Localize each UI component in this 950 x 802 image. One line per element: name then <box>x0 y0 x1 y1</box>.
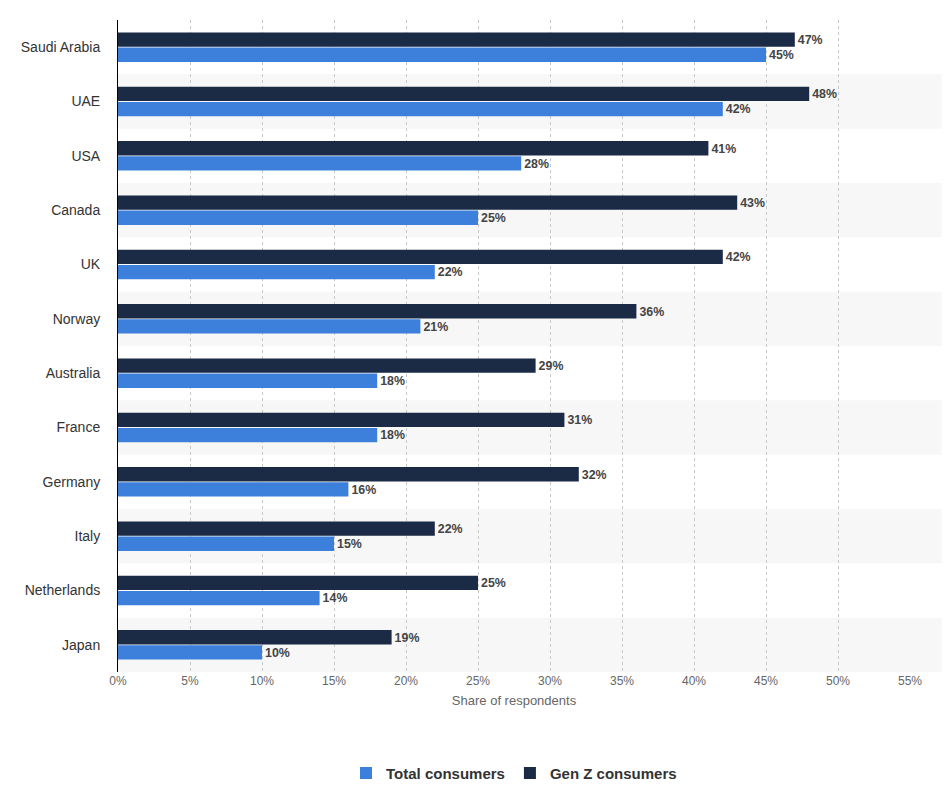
svg-text:14%: 14% <box>323 591 348 605</box>
svg-text:45%: 45% <box>754 674 778 688</box>
svg-text:28%: 28% <box>524 157 549 171</box>
svg-text:22%: 22% <box>438 522 463 536</box>
svg-text:35%: 35% <box>610 674 634 688</box>
svg-text:42%: 42% <box>726 250 751 264</box>
svg-text:Canada: Canada <box>51 202 100 218</box>
svg-text:UK: UK <box>81 256 101 272</box>
svg-text:25%: 25% <box>481 211 506 225</box>
svg-text:48%: 48% <box>812 87 837 101</box>
svg-text:55%: 55% <box>898 674 922 688</box>
svg-text:10%: 10% <box>250 674 274 688</box>
svg-text:15%: 15% <box>337 537 362 551</box>
svg-text:42%: 42% <box>726 102 751 116</box>
svg-text:47%: 47% <box>798 33 823 47</box>
svg-text:10%: 10% <box>265 646 290 660</box>
svg-text:18%: 18% <box>380 428 405 442</box>
svg-text:31%: 31% <box>567 413 592 427</box>
svg-text:30%: 30% <box>538 674 562 688</box>
svg-text:21%: 21% <box>423 320 448 334</box>
svg-text:20%: 20% <box>394 674 418 688</box>
svg-text:Gen Z consumers: Gen Z consumers <box>550 765 677 782</box>
svg-text:43%: 43% <box>740 196 765 210</box>
svg-text:29%: 29% <box>539 359 564 373</box>
svg-text:USA: USA <box>71 148 100 164</box>
svg-text:0%: 0% <box>109 674 127 688</box>
svg-text:50%: 50% <box>826 674 850 688</box>
svg-text:18%: 18% <box>380 374 405 388</box>
svg-text:Japan: Japan <box>62 637 100 653</box>
svg-text:Saudi Arabia: Saudi Arabia <box>21 39 101 55</box>
svg-text:Share of respondents: Share of respondents <box>452 693 577 708</box>
svg-text:15%: 15% <box>322 674 346 688</box>
svg-text:Australia: Australia <box>46 365 101 381</box>
svg-text:40%: 40% <box>682 674 706 688</box>
svg-text:5%: 5% <box>181 674 199 688</box>
svg-text:45%: 45% <box>769 48 794 62</box>
svg-text:Italy: Italy <box>75 528 101 544</box>
svg-text:36%: 36% <box>639 305 664 319</box>
svg-text:19%: 19% <box>395 631 420 645</box>
svg-text:16%: 16% <box>351 483 376 497</box>
svg-text:25%: 25% <box>481 576 506 590</box>
svg-text:32%: 32% <box>582 468 607 482</box>
svg-text:France: France <box>57 419 101 435</box>
svg-text:UAE: UAE <box>71 93 100 109</box>
svg-text:22%: 22% <box>438 265 463 279</box>
svg-text:Germany: Germany <box>43 474 101 490</box>
svg-text:25%: 25% <box>466 674 490 688</box>
svg-text:Norway: Norway <box>53 311 100 327</box>
svg-text:41%: 41% <box>711 142 736 156</box>
svg-text:Netherlands: Netherlands <box>25 582 101 598</box>
svg-text:Total consumers: Total consumers <box>386 765 505 782</box>
